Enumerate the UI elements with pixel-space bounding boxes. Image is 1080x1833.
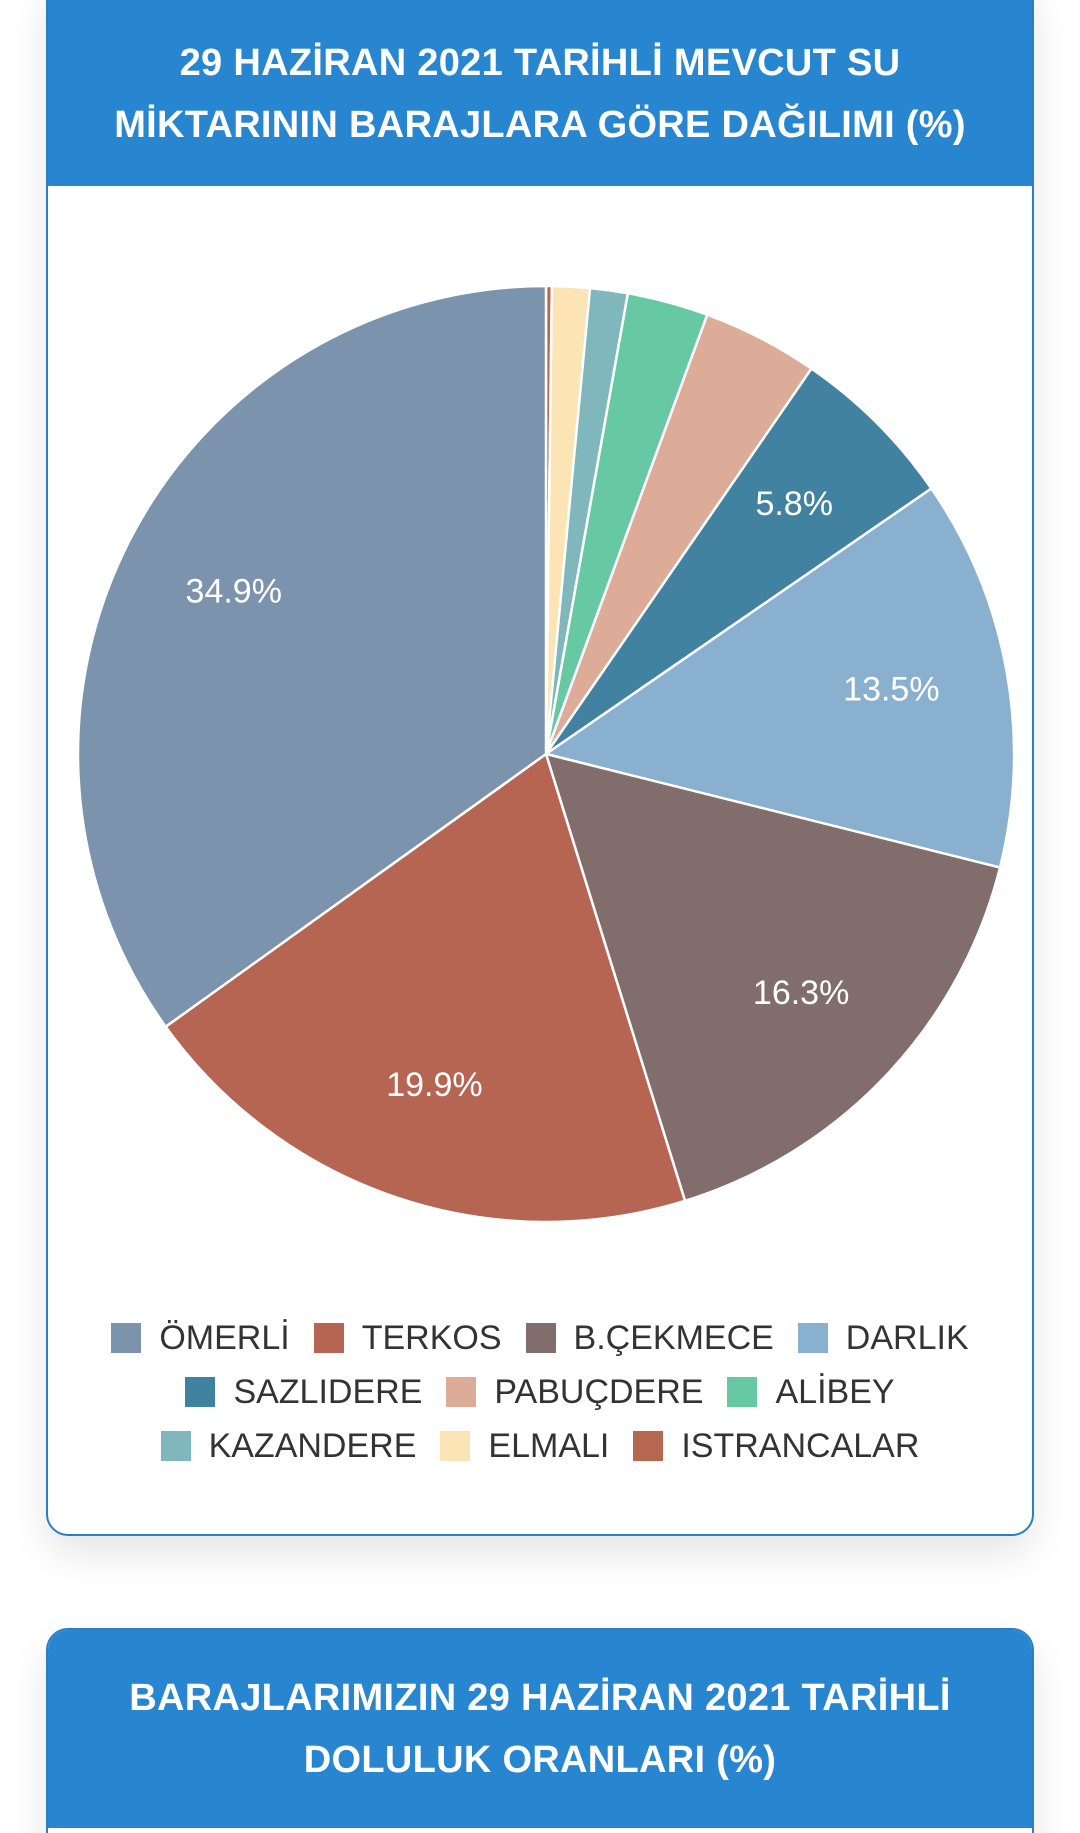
legend-item[interactable]: ELMALI [440,1427,609,1466]
chart-title-line-1: 29 HAZİRAN 2021 TARİHLİ MEVCUT SU [179,42,901,84]
legend-label: KAZANDERE [208,1426,417,1465]
legend-swatch [446,1377,477,1407]
legend-row: ÖMERLİ TERKOS B.ÇEKMECE DARLIK [48,1311,1032,1365]
legend-label: ISTRANCALAR [681,1426,920,1465]
fill-rate-title-line-1: BARAJLARIMIZIN 29 HAZİRAN 2021 TARİHLİ [129,1677,951,1719]
legend-item[interactable]: ÖMERLİ [111,1318,290,1358]
pie-data-label: 16.3% [753,974,849,1012]
pie-slice-terkos[interactable] [163,751,687,1224]
pie-data-label: 5.8% [755,485,833,523]
legend-label: PABUÇDERE [494,1372,704,1411]
legend-swatch [313,1323,344,1353]
legend-item[interactable]: TERKOS [313,1318,502,1358]
fill-rate-card-header: BARAJLARIMIZIN 29 HAZİRAN 2021 TARİHLİ D… [48,1630,1032,1828]
pie-chart-area: 5.8% 13.5% 16.3% 19.9% 34.9% ÖMERLİ TERKOS B.Ç… [48,186,1032,1516]
legend-swatch [633,1431,664,1461]
legend-item[interactable]: B.ÇEKMECE [525,1318,774,1358]
legend-row: SAZLIDERE PABUÇDERE ALİBEY [48,1365,1032,1419]
legend-item[interactable]: DARLIK [797,1318,969,1358]
legend-label: SAZLIDERE [233,1372,423,1411]
legend-swatch [727,1377,758,1407]
pie-slice-b-ekmece[interactable] [544,752,1002,1203]
legend-swatch [111,1323,142,1353]
legend-item[interactable]: PABUÇDERE [446,1373,703,1412]
legend-swatch [160,1431,191,1461]
legend-label: ALİBEY [775,1372,895,1411]
legend-swatch [185,1377,216,1407]
legend-item[interactable]: SAZLIDERE [185,1373,422,1412]
distribution-chart-card: 29 HAZİRAN 2021 TARİHLİ MEVCUT SU MİKTAR… [46,0,1034,1536]
chart-title-line-2: MİKTARININ BARAJLARA GÖRE DAĞILIMI (%) [114,104,966,146]
legend-label: DARLIK [845,1318,969,1357]
fill-rate-title-line-2: DOLULUK ORANLARI (%) [303,1739,777,1781]
legend-swatch [797,1323,828,1353]
legend-item[interactable]: ISTRANCALAR [633,1427,919,1466]
legend-label: TERKOS [361,1318,502,1357]
legend-item[interactable]: ALİBEY [727,1372,895,1412]
pie-data-label: 19.9% [386,1066,482,1104]
pie-chart: 5.8% 13.5% 16.3% 19.9% 34.9% [76,284,1016,1224]
chart-card-header: 29 HAZİRAN 2021 TARİHLİ MEVCUT SU MİKTAR… [48,0,1032,186]
legend-label: ÖMERLİ [159,1318,290,1357]
pie-data-label: 13.5% [843,670,939,708]
legend-row: KAZANDERE ELMALI ISTRANCALAR [48,1419,1032,1473]
legend-swatch [525,1323,556,1353]
pie-slice-sazlidere[interactable] [544,366,934,756]
fill-rate-card: BARAJLARIMIZIN 29 HAZİRAN 2021 TARİHLİ D… [46,1628,1034,1833]
pie-slice-merli[interactable] [76,284,548,1029]
chart-legend: ÖMERLİ TERKOS B.ÇEKMECE DARLIK SAZLIDERE PABU… [48,1311,1032,1473]
pie-data-label: 34.9% [186,573,282,611]
legend-label: B.ÇEKMECE [573,1318,774,1357]
legend-label: ELMALI [488,1426,610,1465]
pie-slice-darlik[interactable] [543,486,1016,870]
legend-item[interactable]: KAZANDERE [160,1426,417,1466]
legend-swatch [440,1431,471,1461]
